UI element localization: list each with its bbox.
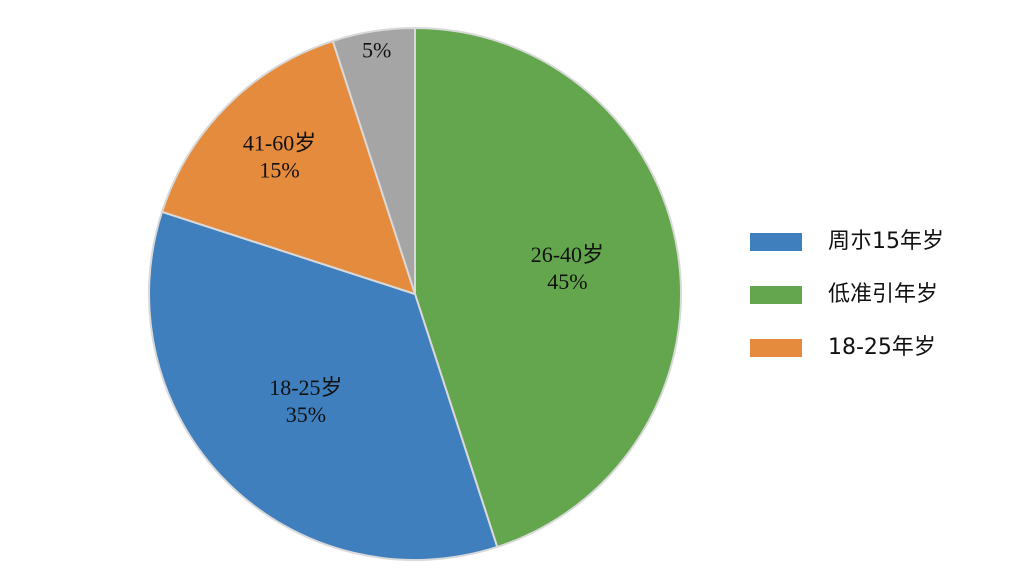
slice-value: 35% (286, 402, 326, 427)
legend-text: 18-25年岁 (828, 335, 936, 360)
slice-label: 26-40岁 (531, 242, 604, 267)
pie-slice (160, 39, 417, 296)
legend-swatch (750, 233, 802, 251)
slice-value: 15% (259, 158, 299, 183)
pie-slice (331, 26, 416, 295)
slice-value: 45% (547, 269, 587, 294)
pie-slice (148, 210, 499, 561)
pie-slice (414, 26, 682, 549)
legend-swatch (750, 339, 802, 357)
legend-text: 低准引年岁 (828, 282, 938, 307)
slice-label: 41-60岁 (243, 131, 316, 156)
legend-text: 周朩15年岁 (828, 229, 944, 254)
slice-label: 18-25岁 (269, 375, 342, 400)
legend-swatch (750, 286, 802, 304)
slice-value: 5% (362, 37, 391, 62)
